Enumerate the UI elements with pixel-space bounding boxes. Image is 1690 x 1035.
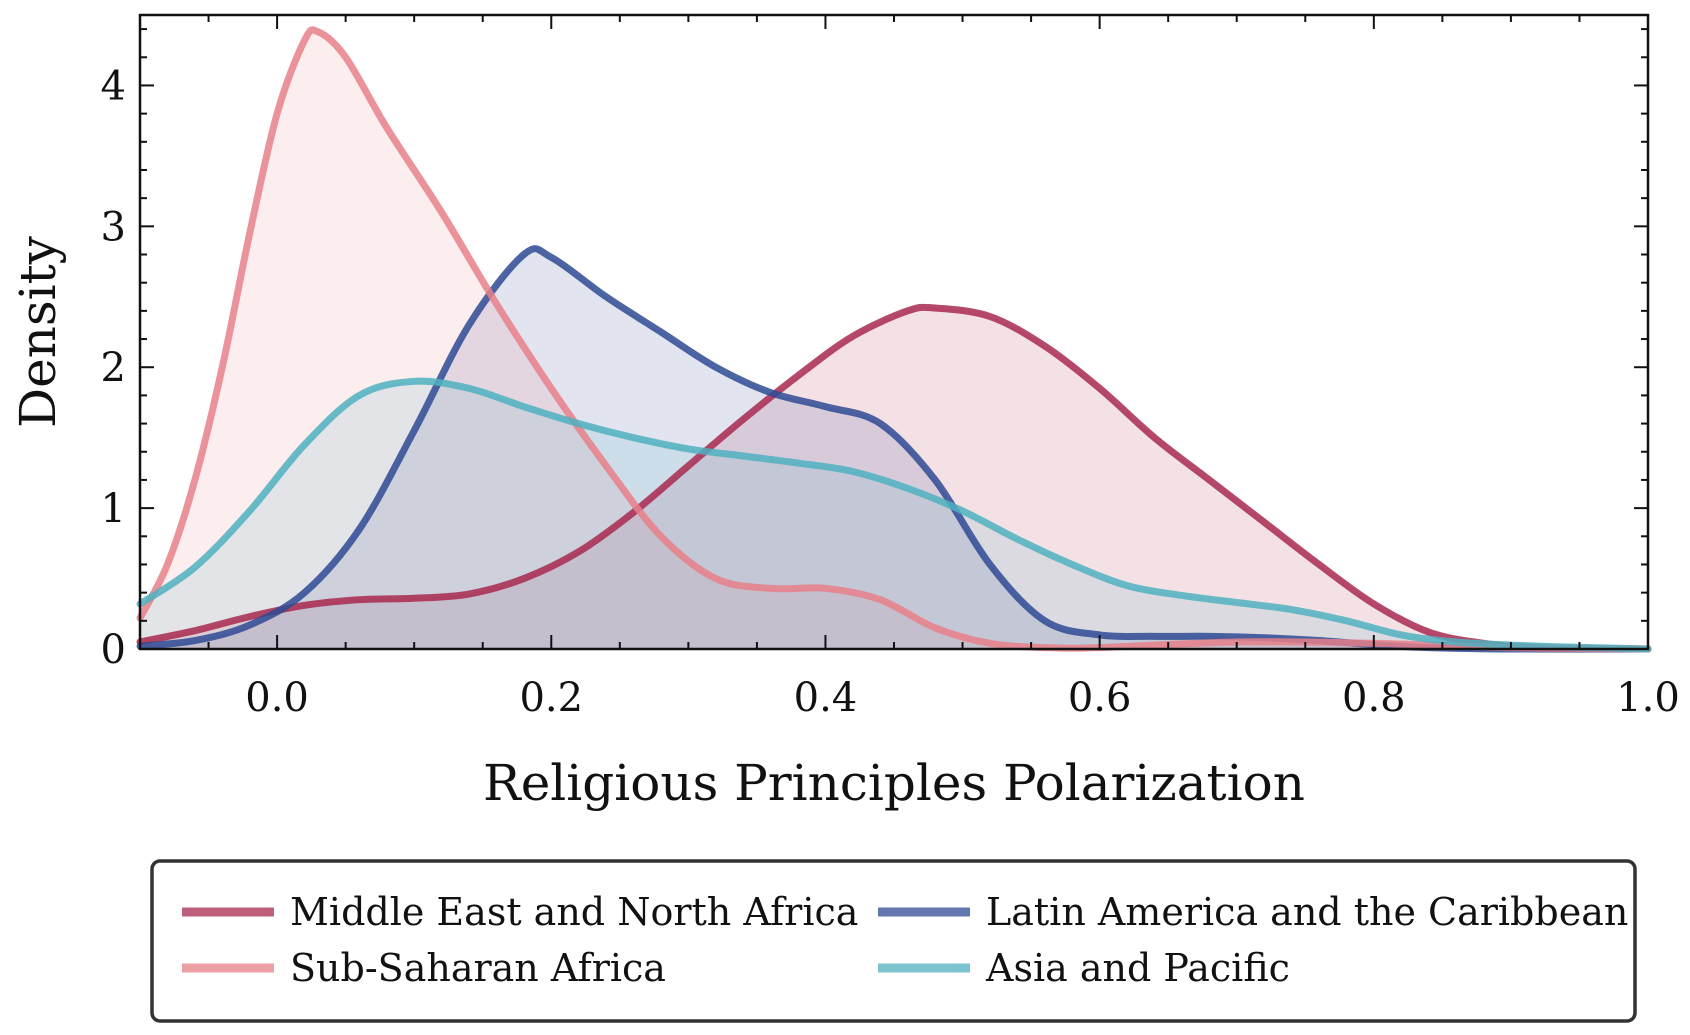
- line-sub-saharan-africa: [136, 26, 1652, 653]
- y-tick-label: 3: [101, 204, 126, 250]
- area-middle-east-and-north-africa: [140, 307, 1648, 649]
- legend: Middle East and North Africa Latin Americ…: [150, 859, 1637, 1023]
- legend-label: Sub-Saharan Africa: [290, 946, 666, 990]
- y-tick-label: 2: [101, 345, 126, 391]
- legend-box: [150, 859, 1637, 1023]
- y-tick-label: 4: [101, 63, 126, 109]
- line-asia-and-pacific: [136, 377, 1652, 653]
- x-tick-label: 0.0: [245, 675, 309, 721]
- legend-label: Asia and Pacific: [985, 946, 1290, 990]
- x-tick-labels: 0.0 0.2 0.4 0.6 0.8 1.0: [245, 675, 1680, 721]
- x-tick-label: 0.8: [1342, 675, 1406, 721]
- axis-ticks: [139, 15, 1649, 650]
- y-tick-label: 0: [101, 627, 126, 673]
- area-latin-america-and-the-caribbean: [140, 248, 1648, 650]
- x-tick-label: 0.2: [519, 675, 583, 721]
- legend-label: Middle East and North Africa: [290, 890, 858, 934]
- area-sub-saharan-africa: [140, 29, 1648, 649]
- x-tick-label: 1.0: [1616, 675, 1680, 721]
- line-middle-east-and-north-africa: [136, 303, 1652, 653]
- series-lines: [136, 26, 1652, 653]
- series-areas: [140, 29, 1648, 650]
- x-tick-label: 0.4: [794, 675, 858, 721]
- legend-label: Latin America and the Caribbean: [986, 890, 1628, 934]
- y-tick-labels: 0 1 2 3 4: [101, 63, 126, 673]
- x-axis-title: Religious Principles Polarization: [483, 754, 1305, 812]
- x-tick-label: 0.6: [1068, 675, 1132, 721]
- y-axis-title: Density: [9, 235, 67, 428]
- y-tick-label: 1: [101, 486, 126, 532]
